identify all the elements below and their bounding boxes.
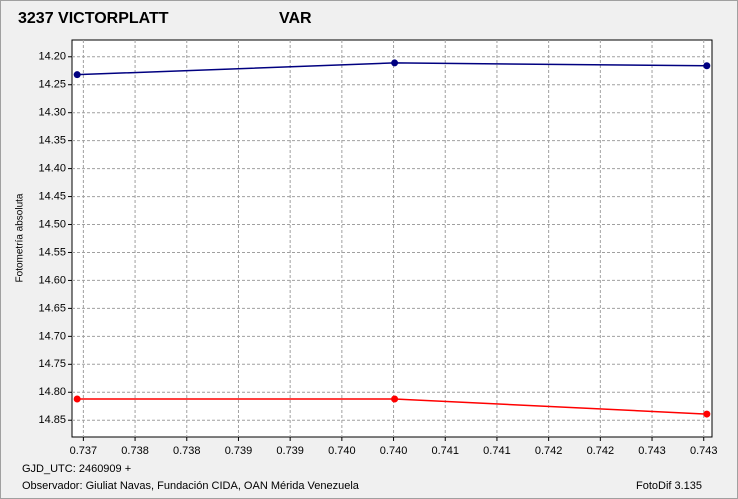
footer-gjd: GJD_UTC: 2460909 + <box>22 463 131 475</box>
plot-area <box>71 39 713 438</box>
data-point <box>73 71 81 79</box>
data-point <box>73 395 81 403</box>
data-point <box>391 395 399 403</box>
y-tick-label: 14.65 <box>38 302 66 314</box>
x-tick-label: 0.743 <box>638 445 666 457</box>
x-tick-label: 0.742 <box>535 445 563 457</box>
footer-observer: Observador: Giuliat Navas, Fundación CID… <box>22 480 360 492</box>
x-tick-label: 0.741 <box>431 445 459 457</box>
y-tick-label: 14.60 <box>38 274 66 286</box>
y-tick-label: 14.30 <box>38 107 66 119</box>
legend-label: VAR <box>279 10 312 27</box>
y-tick-label: 14.80 <box>38 386 66 398</box>
y-axis-label: Fotometría absoluta <box>15 193 26 282</box>
x-tick-label: 0.740 <box>380 445 408 457</box>
x-tick-label: 0.742 <box>587 445 615 457</box>
y-tick-label: 14.40 <box>38 163 66 175</box>
x-tick-label: 0.741 <box>483 445 511 457</box>
y-tick-label: 14.55 <box>38 246 66 258</box>
data-point <box>391 59 399 67</box>
y-tick-label: 14.25 <box>38 79 66 91</box>
footer-software: FotoDif 3.135 <box>636 480 702 492</box>
y-tick-label: 14.85 <box>38 414 66 426</box>
y-tick-label: 14.35 <box>38 135 66 147</box>
x-tick-label: 0.743 <box>690 445 718 457</box>
data-point <box>703 410 711 418</box>
y-tick-label: 14.20 <box>38 51 66 63</box>
data-point <box>703 62 711 70</box>
legend-label: 3237 VICTORPLATT <box>18 10 169 27</box>
x-tick-label: 0.737 <box>70 445 98 457</box>
x-tick-label: 0.739 <box>276 445 304 457</box>
y-tick-label: 14.75 <box>38 358 66 370</box>
x-tick-label: 0.738 <box>121 445 149 457</box>
x-tick-label: 0.739 <box>225 445 253 457</box>
y-tick-label: 14.45 <box>38 190 66 202</box>
x-tick-label: 0.738 <box>173 445 201 457</box>
y-tick-label: 14.70 <box>38 330 66 342</box>
x-tick-label: 0.740 <box>328 445 356 457</box>
y-tick-label: 14.50 <box>38 218 66 230</box>
